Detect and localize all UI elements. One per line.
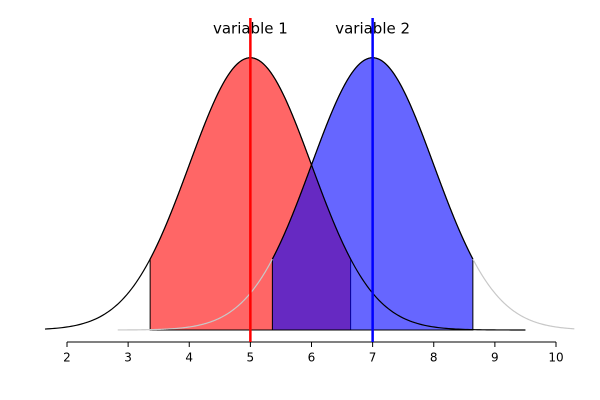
- x-tick-label: 2: [63, 351, 71, 365]
- density-curve: [44, 57, 526, 331]
- x-tick-label: 10: [548, 351, 563, 365]
- series-label: variable 1: [213, 20, 288, 38]
- x-tick-label: 8: [430, 351, 438, 365]
- x-tick-label: 4: [185, 351, 193, 365]
- x-tick-label: 6: [308, 351, 316, 365]
- x-tick-label: 5: [247, 351, 255, 365]
- x-tick-label: 9: [491, 351, 499, 365]
- series-label: variable 2: [335, 20, 410, 38]
- x-tick-label: 7: [369, 351, 377, 365]
- density-tail: [472, 258, 575, 330]
- density-tail: [117, 258, 273, 331]
- x-tick-label: 3: [124, 351, 132, 365]
